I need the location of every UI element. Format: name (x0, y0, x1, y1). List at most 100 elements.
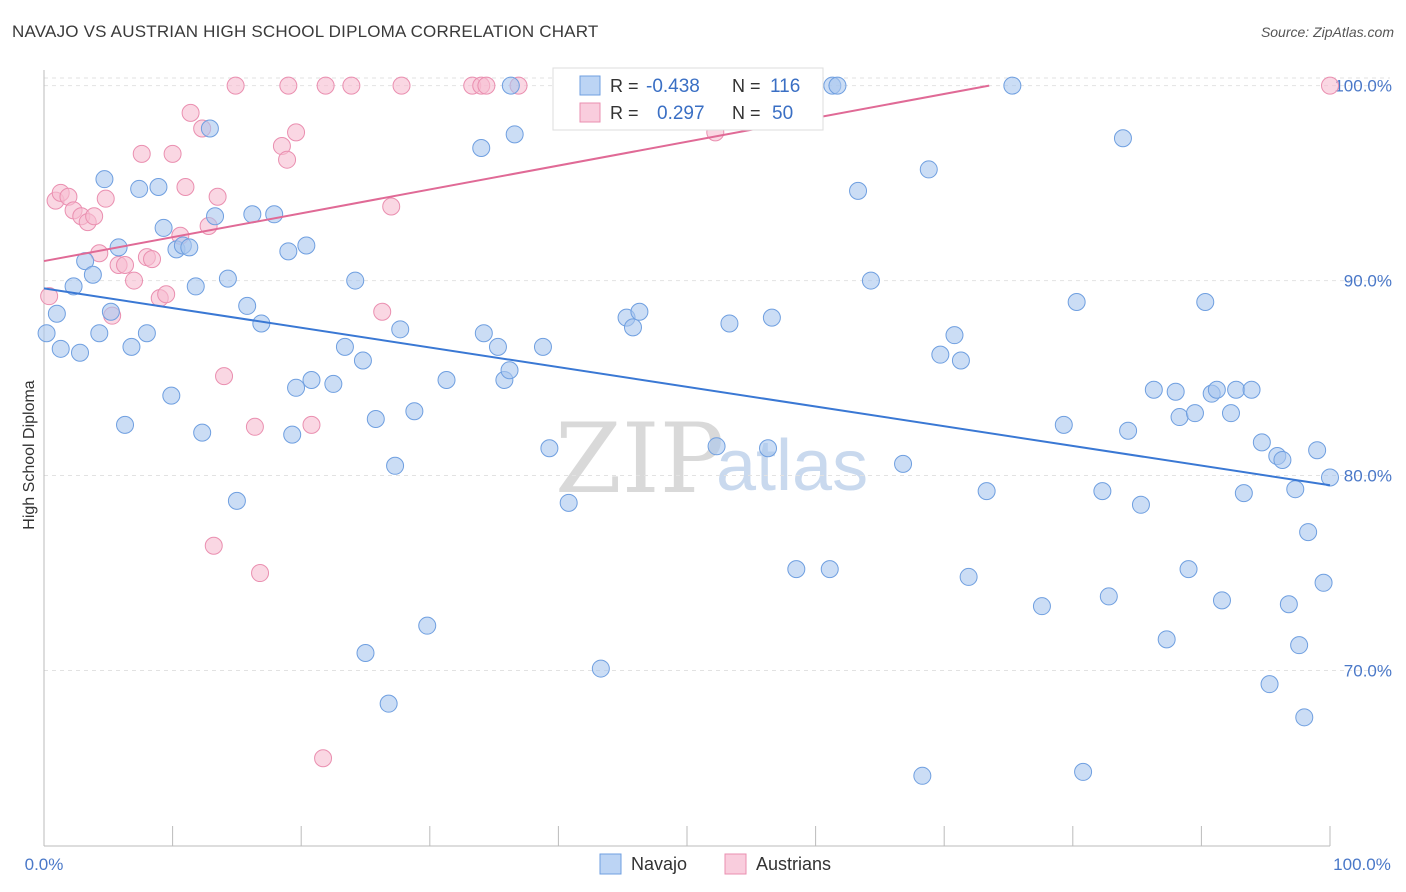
navajo-point (959, 567, 978, 586)
trendline-navajo (43, 287, 1331, 487)
chart-title: NAVAJO VS AUSTRIAN HIGH SCHOOL DIPLOMA C… (12, 22, 599, 41)
trendline-austrians (43, 84, 990, 263)
source-credit: Source: ZipAtlas.com (1260, 24, 1394, 40)
navajo-point (931, 345, 950, 364)
austrians-point (215, 367, 234, 386)
y-tick-label: 80.0% (1344, 467, 1392, 486)
navajo-point (1054, 415, 1073, 434)
bottom-legend-swatch-navajo (599, 853, 622, 875)
navajo-point (505, 125, 524, 144)
navajo-point (559, 493, 578, 512)
legend-n-label-austrians: N = (732, 103, 761, 123)
navajo-point (116, 415, 135, 434)
navajo-point (1273, 450, 1292, 469)
bottom-legend-label-navajo: Navajo (631, 854, 687, 874)
austrians-point (477, 76, 496, 95)
legend-n-label-navajo: N = (732, 76, 761, 96)
navajo-point (1221, 404, 1240, 423)
austrians-point (40, 287, 59, 306)
austrians-point (176, 177, 195, 196)
navajo-point (1179, 560, 1198, 579)
navajo-point (1166, 382, 1185, 401)
navajo-point (1242, 380, 1261, 399)
navajo-point (366, 410, 385, 429)
austrians-point (1321, 76, 1339, 95)
bottom-legend-label-austrians: Austrians (756, 854, 831, 874)
navajo-point (1321, 468, 1339, 487)
navajo-point (894, 454, 913, 473)
austrians-point (125, 271, 144, 290)
navajo-point (474, 324, 493, 343)
navajo-point (386, 456, 405, 475)
austrians-point (314, 749, 333, 768)
austrians-point (342, 76, 361, 95)
stats-legend: R = -0.438 N = 116 R = 0.297 N = 50 (552, 67, 824, 131)
legend-r-label-austrians: R = (610, 103, 639, 123)
navajo-point (623, 318, 642, 337)
navajo-point (279, 242, 298, 261)
navajo-point (828, 76, 847, 95)
austrians-point (204, 536, 223, 555)
navajo-point (391, 320, 410, 339)
navajo-point (64, 277, 83, 296)
legend-r-label-navajo: R = (610, 76, 639, 96)
navajo-point (200, 119, 219, 138)
navajo-point (472, 138, 491, 157)
legend-r-value-austrians: 0.297 (657, 103, 705, 124)
navajo-point (37, 324, 56, 343)
austrians-point (85, 207, 104, 226)
navajo-point (180, 238, 199, 257)
austrians-point (116, 255, 135, 274)
legend-r-value-navajo: -0.438 (646, 76, 700, 97)
austrians-point (245, 417, 264, 436)
navajo-point (186, 277, 205, 296)
austrians-point (316, 76, 335, 95)
navajo-point (51, 339, 70, 358)
navajo-point (101, 302, 120, 321)
navajo-point (787, 560, 806, 579)
austrians-point (132, 144, 151, 163)
grid-lines (44, 77, 1390, 672)
navajo-point (1113, 129, 1132, 148)
navajo-point (1314, 573, 1333, 592)
navajo-point (1119, 421, 1138, 440)
austrians-point (392, 76, 411, 95)
navajo-point (437, 371, 456, 390)
navajo-point (418, 616, 437, 635)
navajo-point (501, 76, 520, 95)
austrians-point (208, 187, 227, 206)
navajo-point (1157, 630, 1176, 649)
navajo-point (951, 351, 970, 370)
navajo-point (977, 482, 996, 501)
navajo-point (297, 236, 316, 255)
austrians-point (302, 415, 321, 434)
austrians-point (181, 103, 200, 122)
watermark-zip: ZIP (555, 403, 724, 515)
navajo-point (1003, 76, 1022, 95)
navajo-point (353, 351, 372, 370)
navajo-point (591, 659, 610, 678)
navajo-point (1207, 380, 1226, 399)
y-tick-label: 70.0% (1344, 662, 1392, 681)
navajo-point (122, 337, 141, 356)
navajo-point (759, 439, 778, 458)
navajo-point (849, 181, 868, 200)
navajo-point (1170, 408, 1189, 427)
x-tick-label-max: 100.0% (1333, 855, 1391, 874)
legend-n-value-navajo: 116 (770, 76, 800, 97)
y-tick-label: 100.0% (1334, 77, 1392, 96)
navajo-point (1290, 636, 1309, 655)
navajo-point (945, 326, 964, 345)
navajo-point (913, 766, 932, 785)
navajo-point (346, 271, 365, 290)
bottom-legend-swatch-austrians (724, 853, 747, 875)
navajo-point (540, 439, 559, 458)
y-axis-label: High School Diploma (21, 380, 38, 530)
navajo-point (1234, 484, 1253, 503)
austrians-point (278, 150, 297, 169)
austrians-point (251, 564, 270, 583)
navajo-point (919, 160, 938, 179)
navajo-point (1299, 523, 1318, 542)
navajo-point (71, 343, 90, 362)
navajo-point (1074, 762, 1093, 781)
